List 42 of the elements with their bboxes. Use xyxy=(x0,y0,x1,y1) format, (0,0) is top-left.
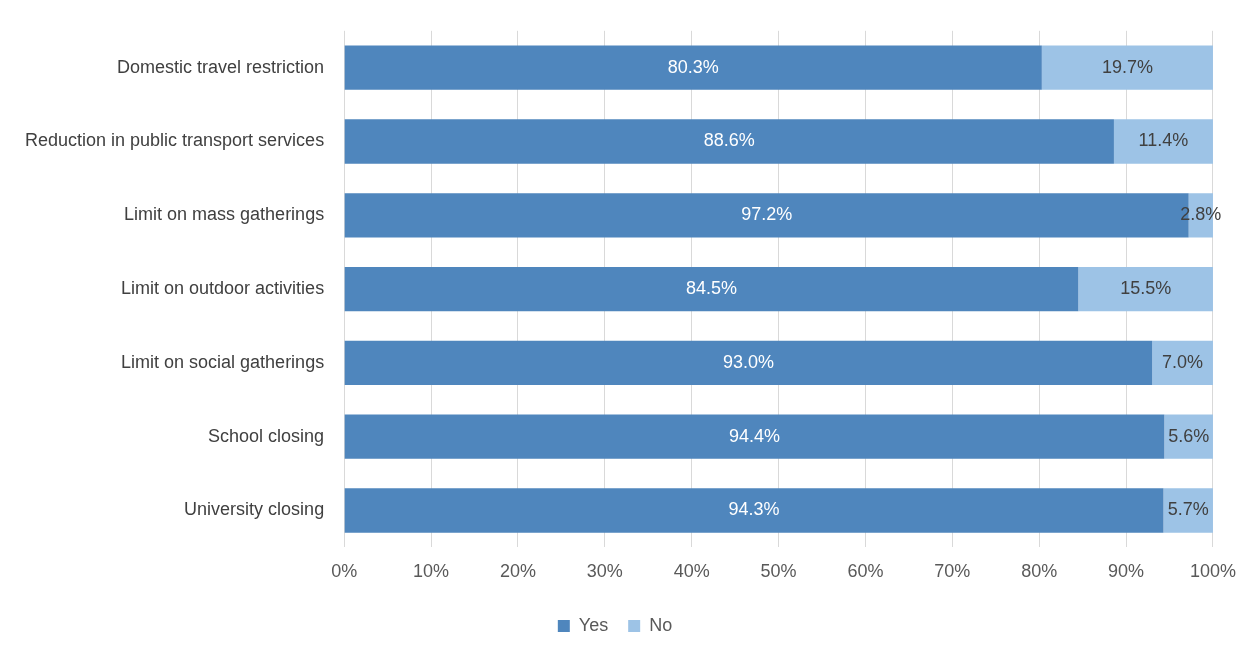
y-tick-label: Domestic travel restriction xyxy=(117,56,325,77)
x-tick-label: 60% xyxy=(847,561,884,582)
y-tick-label: Reduction in public transport services xyxy=(24,130,325,151)
y-tick-label: Limit on outdoor activities xyxy=(121,278,325,299)
bar xyxy=(344,414,1165,459)
bar xyxy=(344,119,1114,164)
y-tick-label: Limit on mass gatherings xyxy=(124,204,325,225)
x-tick-label: 10% xyxy=(413,561,450,582)
bar xyxy=(1078,266,1213,312)
y-tick-label: University closing xyxy=(184,499,325,520)
bar xyxy=(344,488,1164,533)
data-label: 11.4% xyxy=(1138,130,1189,151)
x-tick-label: 40% xyxy=(673,561,710,582)
bar xyxy=(344,45,1042,90)
bar xyxy=(1113,119,1213,164)
data-label: 15.5% xyxy=(1120,278,1172,299)
data-label: 5.6% xyxy=(1168,425,1210,446)
x-tick-label: 90% xyxy=(1108,561,1145,582)
data-label: 7.0% xyxy=(1162,351,1204,372)
data-label: 19.7% xyxy=(1101,56,1153,77)
x-tick-label: 20% xyxy=(499,561,536,582)
data-label: 93.0% xyxy=(722,351,774,372)
x-tick-label: 80% xyxy=(1021,561,1058,582)
data-label: 94.3% xyxy=(728,499,780,520)
bar xyxy=(344,340,1153,386)
x-tick-label: 100% xyxy=(1189,561,1236,582)
y-tick-label: Limit on social gatherings xyxy=(121,351,325,372)
y-tick-label: School closing xyxy=(208,425,325,446)
data-label: 97.2% xyxy=(741,204,793,225)
data-label: 94.4% xyxy=(728,425,781,446)
x-tick-label: 30% xyxy=(586,561,623,582)
x-tick-label: 50% xyxy=(760,561,797,582)
legend-label: Yes xyxy=(578,614,609,635)
legend-label: No xyxy=(649,614,673,635)
x-tick-label: 0% xyxy=(331,561,358,582)
bar xyxy=(1041,45,1213,90)
data-label: 88.6% xyxy=(703,130,755,151)
x-tick-label: 70% xyxy=(934,561,971,582)
data-label: 84.5% xyxy=(685,278,737,299)
data-label: 80.3% xyxy=(667,56,719,77)
data-label: 5.7% xyxy=(1167,499,1209,520)
bar xyxy=(344,266,1079,312)
